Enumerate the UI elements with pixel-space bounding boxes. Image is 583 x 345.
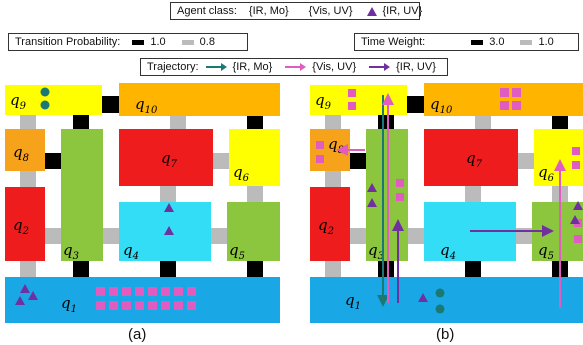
label-q6: q6	[538, 163, 555, 184]
label-q3: q3	[368, 241, 384, 262]
agent-ir-uv	[367, 183, 377, 192]
agent-ir-uv	[164, 226, 174, 235]
label-q2: q2	[13, 216, 29, 237]
agent-ir-mo	[435, 304, 445, 314]
label-q9: q9	[10, 91, 27, 112]
label-q6: q6	[233, 163, 250, 184]
region-q6	[534, 129, 583, 186]
trajectory-legend: Trajectory: {IR, Mo} {Vis, UV} {IR, UV}	[140, 58, 448, 76]
bar-black-icon	[471, 39, 484, 45]
agent-ir-mo	[40, 100, 50, 110]
agent-ir-uv	[418, 293, 428, 302]
panel-a-caption: (a)	[128, 326, 147, 343]
time-weight-legend: Time Weight: 3.0 1.0	[354, 33, 579, 51]
region-q2	[5, 187, 45, 261]
transition-probability-legend: Transition Probability: 1.0 0.8	[8, 33, 248, 51]
region-q1	[5, 277, 280, 323]
agent-ir-uv	[367, 198, 377, 207]
label-q4: q4	[123, 241, 139, 262]
agent-ir-mo	[435, 288, 445, 298]
region-q7	[424, 129, 518, 186]
agent-vis-uv-group	[96, 287, 196, 310]
label-q2: q2	[318, 216, 334, 237]
trajectory-title: Trajectory:	[147, 61, 199, 73]
region-q5	[227, 202, 280, 261]
agent-vis-uv-group	[316, 88, 582, 243]
region-q7	[119, 129, 213, 186]
panel-b-caption: (b)	[436, 326, 455, 343]
region-q1	[310, 277, 583, 323]
time-weight-item-2: 1.0	[538, 36, 554, 48]
label-q3: q3	[63, 241, 79, 262]
bar-gray-icon	[520, 39, 533, 45]
label-q10: q10	[430, 95, 453, 116]
label-q1: q1	[61, 294, 77, 315]
trajectory-item-3: {IR, UV}	[396, 61, 436, 73]
label-q5: q5	[538, 241, 554, 262]
trajectory-item-1: {IR, Mo}	[232, 61, 273, 73]
transition-probability-item-2: 0.8	[199, 36, 215, 48]
trajectory-item-2: {Vis, UV}	[312, 61, 357, 73]
agent-class-item-2: {Vis, UV}	[308, 5, 353, 17]
bar-gray-icon	[181, 39, 194, 45]
bar-black-icon	[132, 39, 145, 45]
label-q10: q10	[135, 95, 158, 116]
trajectory-arrows	[336, 93, 566, 308]
region-q3	[61, 129, 103, 261]
region-q10	[119, 83, 280, 116]
agent-class-title: Agent class:	[177, 5, 237, 17]
label-q7: q7	[466, 149, 483, 170]
label-q4: q4	[440, 241, 456, 262]
agent-ir-uv	[570, 215, 580, 224]
agent-class-item-3: {IR, UV}	[382, 5, 423, 17]
agent-ir-mo	[40, 87, 50, 97]
label-q7: q7	[161, 149, 178, 170]
arrow-purple-icon	[369, 63, 391, 71]
agent-ir-uv	[573, 201, 583, 210]
region-q6	[229, 129, 280, 186]
region-q9	[5, 85, 102, 115]
agent-ir-uv	[164, 203, 174, 212]
agent-ir-uv	[20, 284, 30, 293]
label-q5: q5	[229, 241, 245, 262]
connectors	[325, 96, 568, 277]
region-q8	[5, 129, 45, 171]
label-q8: q8	[13, 143, 29, 164]
panel-a-map: q9 q10 q8 q7 q6 q2 q3 q4 q5 q1	[5, 83, 280, 323]
region-q2	[310, 187, 350, 261]
agent-ir-uv	[28, 291, 38, 300]
triangle-agent-icon	[366, 6, 377, 16]
label-q1: q1	[345, 291, 361, 312]
arrow-teal-icon	[205, 63, 227, 71]
connectors	[20, 96, 263, 277]
agent-class-item-1: {IR, Mo}	[248, 5, 289, 17]
label-q9: q9	[315, 91, 332, 112]
arrow-pink-icon	[285, 63, 307, 71]
panel-b-map: q9 q10 q8 q7 q6 q2 q3 q4 q5 q1	[310, 83, 583, 323]
agent-class-legend: Agent class: {IR, Mo} {Vis, UV} {IR, UV}	[170, 2, 423, 20]
time-weight-title: Time Weight:	[361, 36, 426, 48]
time-weight-item-1: 3.0	[489, 36, 505, 48]
transition-probability-item-1: 1.0	[150, 36, 166, 48]
transition-probability-title: Transition Probability:	[15, 36, 121, 48]
agent-ir-uv	[15, 296, 25, 305]
